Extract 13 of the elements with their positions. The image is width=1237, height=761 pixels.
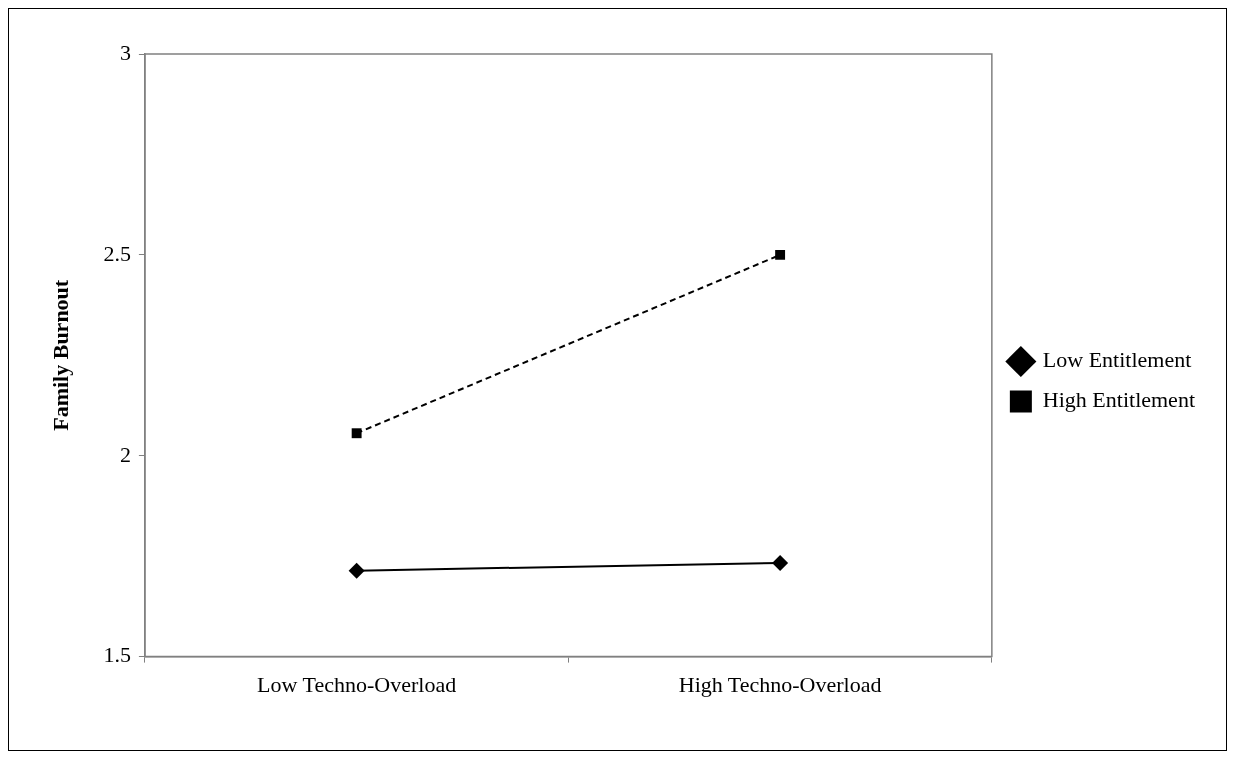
legend-label: High Entitlement	[1042, 387, 1196, 413]
legend-label: Low Entitlement	[1042, 347, 1192, 373]
point	[772, 555, 789, 571]
y-tick-label: 2.5	[103, 240, 131, 266]
x-tick-label: High Techno-Overload	[678, 671, 882, 697]
y-tick-label: 3	[119, 39, 131, 65]
y-tick-label: 2	[119, 441, 131, 467]
point	[775, 249, 786, 260]
y-tick-label: 1.5	[103, 642, 131, 668]
point	[351, 428, 362, 439]
point	[348, 562, 365, 579]
y-axis-title: Family Burnout	[47, 279, 73, 431]
x-tick-label: Low Techno-Overload	[257, 671, 457, 697]
